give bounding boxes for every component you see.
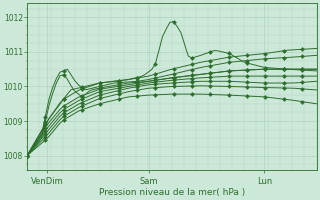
X-axis label: Pression niveau de la mer( hPa ): Pression niveau de la mer( hPa ) <box>99 188 245 197</box>
